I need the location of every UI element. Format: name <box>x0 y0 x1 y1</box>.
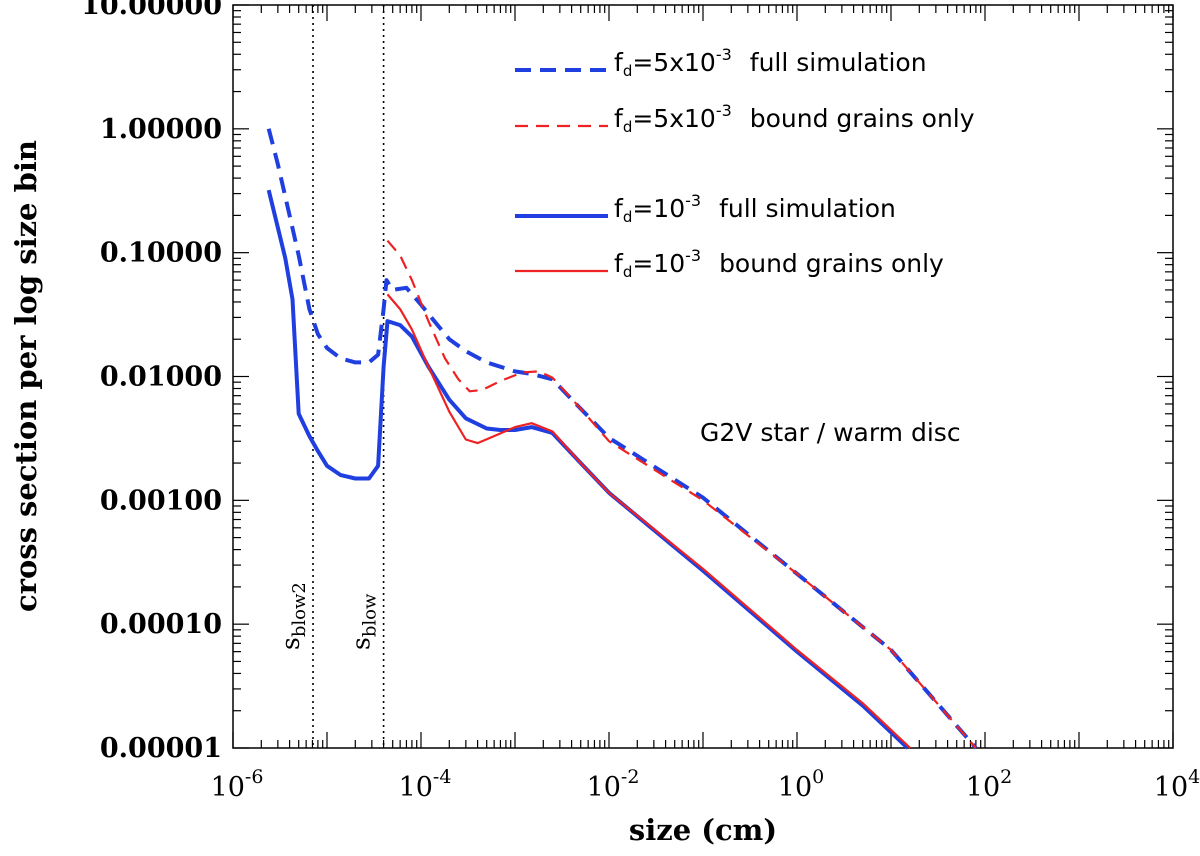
series-line <box>386 239 977 749</box>
vertical-line-label: sblow <box>347 593 381 650</box>
legend-label: fd=5x10-3 bound grains only <box>614 101 975 136</box>
x-tick-label: 10-2 <box>587 766 640 803</box>
x-tick-label: 10-4 <box>399 766 452 803</box>
series-group <box>266 128 978 750</box>
y-tick-label: 0.01000 <box>100 362 222 393</box>
y-tick-label: 1.00000 <box>100 114 222 145</box>
legend-label: fd=10-3 bound grains only <box>614 246 944 281</box>
x-tick-label: 102 <box>966 766 1012 803</box>
y-tick-labels: 10.00000 1.00000 0.10000 0.01000 0.00100 0.00… <box>81 0 222 764</box>
y-axis-title: cross section per log size bin <box>9 140 43 612</box>
y-tick-label: 0.00010 <box>100 609 222 640</box>
y-tick-label: 0.10000 <box>100 238 222 269</box>
legend-label: fd=5x10-3 full simulation <box>614 45 927 80</box>
x-axis-title: size (cm) <box>629 813 777 847</box>
y-tick-label: 0.00001 <box>100 733 222 764</box>
legend-label: fd=10-3 full simulation <box>614 191 896 226</box>
y-tick-label: 10.00000 <box>81 0 222 21</box>
series-line <box>266 128 978 750</box>
x-tick-label: 100 <box>778 766 824 803</box>
vertical-markers: sblow2 sblow <box>276 5 385 748</box>
y-tick-label: 0.00100 <box>100 485 222 516</box>
x-tick-labels: 10-6 10-4 10-2 100 102 104 <box>211 766 1200 803</box>
annotation: G2V star / warm disc <box>700 418 961 447</box>
tick-marks <box>232 4 1174 749</box>
legend: fd=5x10-3 full simulation fd=5x10-3 bound g… <box>515 45 975 281</box>
vertical-line-label: sblow2 <box>276 582 310 650</box>
x-tick-label: 10-6 <box>211 766 264 803</box>
series-line <box>386 293 911 749</box>
x-tick-label: 104 <box>1154 766 1200 803</box>
